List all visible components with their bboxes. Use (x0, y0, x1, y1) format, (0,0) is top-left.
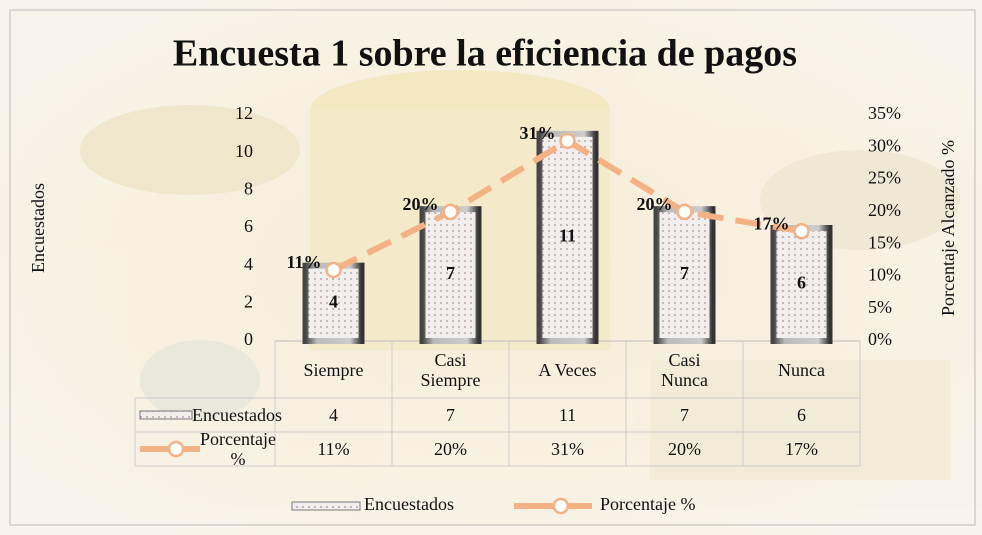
y2-tick-label: 0% (868, 329, 892, 349)
legend-key-marker (167, 440, 185, 458)
line-marker (442, 203, 459, 221)
table-value: 31% (551, 439, 584, 459)
category-label: A Veces (538, 359, 597, 380)
y2-tick-label: 15% (868, 232, 901, 252)
table-value: 11% (317, 439, 350, 459)
legend-label: Encuestados (364, 494, 454, 514)
table-value: 7 (446, 405, 455, 425)
category-label: Nunca (778, 359, 825, 380)
table-value: 17% (785, 439, 818, 459)
y-axis-title: Encuestados (28, 183, 48, 273)
table-series-name: Porcentaje % (200, 429, 276, 469)
line-value-label: 20% (403, 194, 439, 214)
table-value: 20% (668, 439, 701, 459)
y2-tick-label: 20% (868, 200, 901, 220)
line-marker (559, 132, 576, 150)
y-tick-label: 10 (235, 141, 253, 161)
line-marker (793, 222, 810, 240)
bar-value-label: 11 (559, 226, 576, 246)
line-value-label: 20% (637, 194, 673, 214)
bar-value-label: 6 (797, 273, 806, 293)
bar (536, 130, 599, 344)
y-tick-label: 6 (244, 216, 253, 236)
y-tick-label: 0 (244, 329, 253, 349)
y2-tick-label: 25% (868, 168, 901, 188)
chart-title: Encuesta 1 sobre la eficiencia de pagos (173, 33, 797, 75)
y2-tick-label: 35% (868, 103, 901, 123)
y-tick-label: 8 (244, 178, 253, 198)
category-label: Casi Nunca (661, 349, 708, 390)
table-value: 20% (434, 439, 467, 459)
bar (770, 225, 833, 344)
table-value: 4 (329, 405, 338, 425)
y-tick-label: 4 (244, 254, 253, 274)
line-value-label: 31% (520, 123, 556, 143)
table-value: 11 (558, 405, 577, 425)
category-label: Casi Siempre (420, 349, 481, 390)
chart-border (9, 9, 976, 526)
legend-key-bar (139, 410, 193, 420)
line-value-label: 11% (286, 252, 321, 272)
y2-tick-label: 10% (868, 265, 901, 285)
y2-tick-label: 30% (868, 135, 901, 155)
y2-axis-title: Porcentaje Alcanzado % (938, 140, 958, 316)
legend-key-marker (552, 497, 570, 515)
category-label: Siempre (303, 359, 364, 380)
bar-value-label: 7 (446, 263, 455, 283)
bar-value-label: 7 (680, 263, 689, 283)
legend-key-bar (291, 501, 361, 511)
y-tick-label: 12 (235, 103, 253, 123)
y2-tick-label: 5% (868, 297, 892, 317)
table-value: 6 (797, 405, 806, 425)
bar-value-label: 4 (329, 291, 338, 311)
bar (653, 206, 716, 344)
line-marker (325, 261, 342, 279)
line-value-label: 17% (754, 213, 790, 233)
y-tick-label: 2 (244, 291, 253, 311)
line-marker (676, 203, 693, 221)
table-series-name: Encuestados (192, 405, 282, 425)
legend-label: Porcentaje % (600, 494, 695, 514)
table-value: 7 (680, 405, 689, 425)
